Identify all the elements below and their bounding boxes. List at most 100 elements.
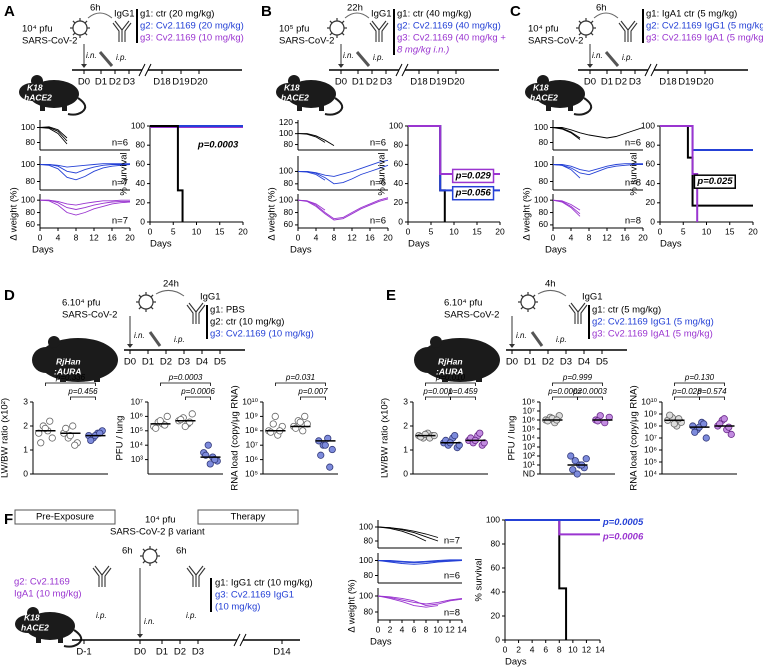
label: i.p. — [186, 611, 197, 620]
y-tick-label: 80 — [491, 538, 501, 548]
data-point — [321, 441, 329, 449]
label: g1: PBS — [210, 305, 245, 316]
y-tick-label: 60 — [539, 219, 549, 229]
p-value: p=0.0003 — [572, 387, 607, 396]
bracket — [45, 382, 96, 386]
p-value: p=0.0006 — [602, 531, 644, 542]
label: D1 — [601, 77, 613, 88]
annotation: n=6 — [370, 216, 386, 227]
y-tick-label: 20 — [646, 197, 656, 207]
label: i.p. — [116, 53, 127, 62]
data-point — [267, 428, 275, 436]
virus-spike — [154, 548, 158, 552]
y-tick-label: 10⁴ — [644, 468, 657, 478]
virus-spike — [154, 560, 158, 564]
virus-icon — [142, 548, 158, 564]
y-tick-label: 80 — [364, 570, 374, 580]
p-value: p=0.056 — [455, 188, 492, 199]
bracket — [160, 382, 211, 386]
x-tick-label: 0 — [376, 624, 381, 634]
weight-line — [297, 199, 326, 211]
axis-break-mark — [138, 63, 146, 77]
x-tick-label: 8 — [587, 232, 592, 242]
virus-spike — [532, 294, 536, 298]
y-axis-label: % survival — [629, 152, 640, 195]
axis-break — [142, 64, 148, 76]
label: D3 — [192, 647, 204, 658]
x-tick-label: 20 — [638, 232, 648, 242]
virus-spike — [590, 32, 594, 36]
data-point — [328, 445, 336, 454]
arrow-head — [81, 64, 87, 68]
x-tick-label: 0 — [503, 644, 508, 654]
data-point — [161, 421, 169, 429]
virus-spike — [142, 548, 146, 552]
label: 4h — [545, 279, 556, 290]
survival-curve — [408, 125, 500, 175]
label: g2: Cv2.1169 (40 mg/kg) — [397, 21, 501, 32]
p-value: p=0.0005 — [602, 517, 644, 528]
y-tick-label: 100 — [21, 159, 35, 169]
label: D20 — [190, 77, 207, 88]
weight-line — [297, 133, 326, 143]
label: D2 — [174, 647, 186, 658]
weight-line — [40, 164, 130, 174]
arrow-head — [137, 634, 143, 638]
label: 6.10⁴ pfu — [62, 298, 100, 309]
p-value: p=0.0003 — [168, 373, 203, 382]
y-tick-label: 10³ — [523, 441, 535, 451]
weight-line — [297, 198, 389, 221]
axis-break-mark — [395, 63, 403, 77]
label: i.n. — [86, 51, 97, 60]
label: D0 — [78, 77, 90, 88]
y-axis-label: LW/BW ratio (x10²) — [0, 398, 11, 478]
y-tick-label: ND — [523, 468, 535, 478]
antibody-icon — [568, 302, 588, 324]
weight-line — [39, 126, 68, 139]
data-point — [66, 431, 74, 440]
data-point — [152, 424, 160, 432]
x-tick-label: 16 — [365, 232, 375, 242]
y-tick-label: 2 — [23, 420, 28, 430]
label: D1 — [524, 357, 536, 368]
y-tick-label: 0 — [650, 216, 655, 226]
survival-curve — [660, 125, 753, 207]
bracket — [185, 396, 211, 400]
y-tick-label: 120 — [279, 117, 293, 127]
weight-line — [552, 164, 581, 179]
label: 10⁵ pfu — [279, 24, 309, 35]
survival-curve — [505, 519, 600, 536]
axis-break — [399, 64, 405, 76]
y-tick-label: 80 — [364, 606, 374, 616]
label: g2: Cv2.1169 — [14, 577, 70, 588]
antibody-icon — [92, 565, 112, 587]
annotation: n=8 — [444, 608, 460, 619]
bracket — [674, 396, 700, 400]
weight-line — [298, 159, 389, 177]
y-axis-label: RNA load (copy/μg RNA) — [629, 385, 640, 490]
y-tick-label: 100 — [359, 555, 373, 565]
weight-line — [39, 164, 131, 181]
virus-spike — [578, 20, 582, 24]
label: i.n. — [144, 617, 155, 626]
label: SARS-CoV-2 — [279, 36, 334, 47]
p-value-box — [693, 174, 737, 189]
bracket — [70, 396, 96, 400]
label: IgG1 — [371, 9, 392, 20]
data-point — [567, 452, 575, 460]
p-value: p=0.025 — [696, 176, 733, 187]
y-tick-label: 10⁴ — [522, 432, 535, 442]
data-point — [181, 422, 189, 431]
label: g3: Cv2.1169 IgA1 (5 mg/kg) — [646, 33, 763, 44]
y-tick-label: 10⁶ — [644, 444, 657, 454]
data-point — [96, 429, 104, 437]
virus-icon — [520, 294, 536, 310]
data-point — [204, 441, 212, 449]
annotation: n=7 — [444, 536, 460, 547]
label: g1: ctr (40 mg/kg) — [397, 9, 471, 20]
p-value: p=0.007 — [297, 387, 328, 396]
y-axis-label: PFU / lung — [115, 416, 126, 461]
label: i.n. — [516, 331, 527, 340]
label: 24h — [163, 279, 179, 290]
label: D19 — [678, 77, 695, 88]
